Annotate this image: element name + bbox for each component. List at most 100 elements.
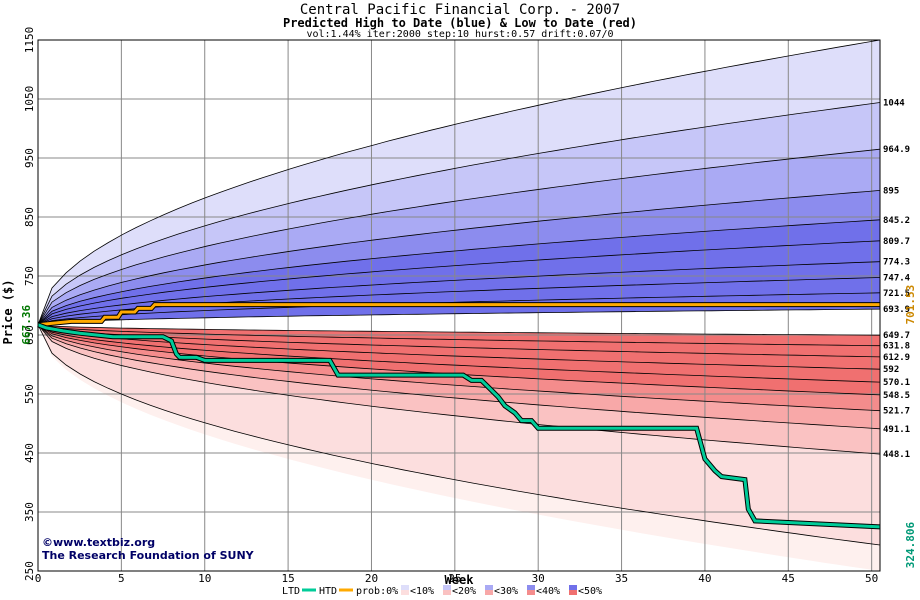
quantile-curve [37, 102, 881, 325]
legend-prob-p20: <20% [452, 586, 476, 597]
y-tick-label: 1150 [23, 27, 36, 54]
x-tick-label: 15 [281, 572, 294, 585]
y-tick-label: 350 [23, 502, 36, 522]
quantile-end-label: 612.9 [883, 353, 910, 363]
legend-swatch-red [443, 590, 451, 595]
legend-swatch-red [401, 590, 409, 595]
lower-band [38, 324, 880, 571]
quantile-end-label: 448.1 [883, 450, 910, 460]
y-tick-label: 850 [23, 207, 36, 227]
y-tick-label: 650 [23, 325, 36, 345]
legend-swatch-red [485, 590, 493, 595]
lower-band [38, 324, 880, 357]
x-tick-label: 45 [782, 572, 795, 585]
y-tick-label: 950 [23, 148, 36, 168]
quantile-end-label: 774.3 [883, 258, 910, 268]
quantile-curve [37, 324, 881, 358]
quantile-curve [37, 324, 881, 383]
quantile-curve [37, 148, 881, 326]
lower-band [38, 324, 880, 455]
quantile-curve [37, 324, 881, 347]
axes: 0 5 10 15 20 25 30 35 40 45 50 250 350 450 550 650 750 85… [1, 27, 881, 587]
quantile-end-label: 491.1 [883, 425, 910, 435]
x-tick-label: 35 [615, 572, 628, 585]
quantile-curve [37, 324, 881, 412]
x-tick-label: 25 [448, 572, 461, 585]
lower-band [38, 324, 880, 411]
quantile-curve [37, 324, 881, 546]
quantile-end-label: 649.7 [883, 331, 910, 341]
upper-band [38, 40, 880, 325]
quantile-end-label: 845.2 [883, 216, 910, 226]
legend-swatch-red [527, 590, 535, 595]
credit-organization: The Research Foundation of SUNY [42, 549, 254, 562]
x-axis-label: Week [445, 573, 475, 587]
legend-prob-p40: <40% [536, 586, 560, 597]
lower-band [38, 324, 880, 395]
legend: LTD HTD prob:0% <10% <20% <30% <40% <50% [282, 585, 602, 597]
legend-swatch-blue [569, 585, 577, 590]
x-tick-label: 30 [532, 572, 545, 585]
quantile-end-label: 1044 [883, 99, 905, 109]
start-price-label: 667.36 [20, 305, 33, 345]
legend-prob-p50: <50% [578, 586, 602, 597]
quantile-curve [37, 324, 881, 455]
lower-band [38, 324, 880, 429]
upper-band [38, 190, 880, 325]
quantile-curve [37, 324, 881, 370]
quantile-end-label: 570.1 [883, 378, 910, 388]
quantile-curve [37, 308, 881, 326]
series-line-htd [37, 303, 880, 327]
y-tick-label: 750 [23, 266, 36, 286]
lower-band [38, 324, 880, 383]
plot-frame [37, 39, 881, 572]
lower-band [38, 324, 880, 545]
x-tick-label: 40 [698, 572, 711, 585]
legend-swatch-blue [527, 585, 535, 590]
quantile-end-label: 631.8 [883, 342, 910, 352]
chart-params: vol:1.44% iter:2000 step:10 hurst:0.57 d… [306, 29, 614, 40]
upper-band [38, 240, 880, 325]
x-tick-label: 20 [365, 572, 378, 585]
upper-band [38, 277, 880, 325]
legend-prob-p30: <30% [494, 586, 518, 597]
quantile-curve [37, 261, 881, 326]
value-labels: 1044 964.9 895 845.2 809.7 774.3 747.4 721.5 693… [883, 99, 917, 569]
series-line-ltd [37, 323, 881, 529]
y-tick-label: 550 [23, 384, 36, 404]
quantile-curve [37, 324, 881, 336]
y-tick-label: 250 [23, 561, 36, 581]
y-tick-label: 1050 [23, 86, 36, 113]
quantile-end-label: 895 [883, 186, 899, 196]
x-tick-label: 10 [198, 572, 211, 585]
legend-swatch-blue [485, 585, 493, 590]
x-tick-label: 50 [865, 572, 878, 585]
series-lines [37, 302, 881, 530]
quantile-end-label: 521.7 [883, 407, 910, 417]
quantile-end-label: 548.5 [883, 391, 910, 401]
ltd-end-label: 324.806 [904, 521, 917, 568]
quantile-curve [37, 324, 881, 430]
legend-ltd-label: LTD [282, 586, 300, 597]
lower-band [38, 324, 880, 370]
legend-prob-label: prob:0% [356, 586, 398, 597]
legend-htd-label: HTD [319, 586, 337, 597]
chart-title: Central Pacific Financial Corp. - 2007 [299, 2, 621, 18]
quantile-curve [37, 240, 881, 326]
quantile-end-label: 747.4 [883, 274, 911, 284]
x-tick-label: 5 [118, 572, 125, 585]
y-tick-label: 450 [23, 443, 36, 463]
legend-swatch-blue [401, 585, 409, 590]
upper-band [38, 261, 880, 325]
credit-website: ©www.textbiz.org [42, 536, 156, 549]
quantile-end-label: 809.7 [883, 237, 910, 247]
quantile-end-label: 693.9 [883, 305, 910, 315]
quantile-curve [37, 39, 881, 325]
quantile-end-label: 592 [883, 365, 899, 375]
htd-end-label: 701.53 [904, 285, 917, 325]
upper-band [38, 149, 880, 325]
quantile-end-label: 721.5 [883, 289, 910, 299]
quantile-curves [37, 39, 881, 546]
y-axis-label: Price ($) [1, 279, 15, 344]
